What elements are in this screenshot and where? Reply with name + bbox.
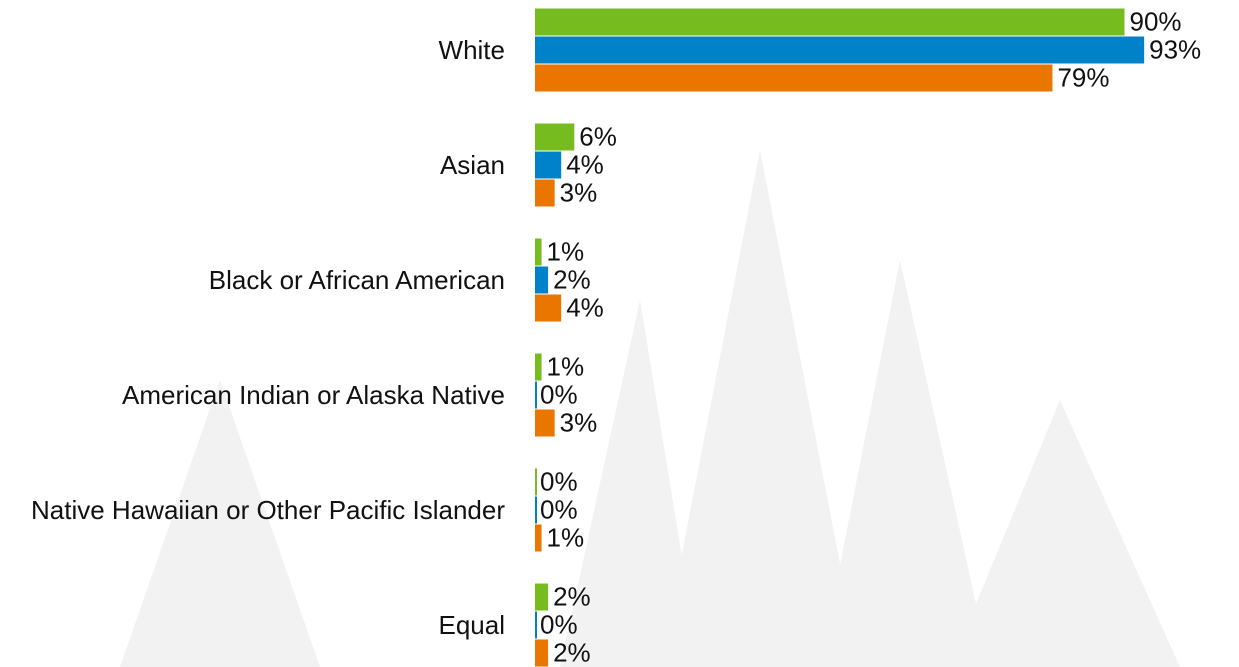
category-label: White xyxy=(439,5,505,95)
category-text: Equal xyxy=(439,610,506,640)
category-label: American Indian or Alaska Native xyxy=(122,350,505,440)
plot-area: 90%93%79%6%4%3%1%2%4%1%0%3%0%0%1%2%0%2% xyxy=(0,0,1239,667)
chart: 90%93%79%6%4%3%1%2%4%1%0%3%0%0%1%2%0%2% … xyxy=(0,0,1239,667)
bar xyxy=(535,525,542,552)
bar xyxy=(535,295,561,322)
bar xyxy=(535,239,542,266)
value-label: 0% xyxy=(540,609,578,639)
value-label: 0% xyxy=(540,466,578,496)
value-label: 2% xyxy=(553,264,591,294)
value-label: 0% xyxy=(540,379,578,409)
category-text: Asian xyxy=(440,150,505,180)
bar xyxy=(535,267,548,294)
category-label: Asian xyxy=(440,120,505,210)
category-text: Black or African American xyxy=(209,265,505,295)
bar xyxy=(535,124,574,151)
bar xyxy=(535,354,542,381)
value-label: 3% xyxy=(560,407,598,437)
value-label: 1% xyxy=(547,236,585,266)
value-label: 6% xyxy=(579,121,617,151)
category-text: Native Hawaiian or Other Pacific Islande… xyxy=(31,495,505,525)
value-label: 2% xyxy=(553,581,591,611)
bar xyxy=(535,65,1052,92)
bar xyxy=(535,640,548,667)
value-label: 1% xyxy=(547,351,585,381)
category-label: Equal xyxy=(439,580,506,667)
bar xyxy=(535,410,555,437)
bar xyxy=(535,9,1125,36)
value-label: 79% xyxy=(1057,62,1109,92)
value-label: 90% xyxy=(1130,6,1182,36)
category-text: White xyxy=(439,35,505,65)
value-label: 4% xyxy=(566,292,604,322)
bar xyxy=(535,37,1144,64)
value-label: 0% xyxy=(540,494,578,524)
value-label: 4% xyxy=(566,149,604,179)
category-label: Black or African American xyxy=(209,235,505,325)
category-text: American Indian or Alaska Native xyxy=(122,380,505,410)
value-label: 2% xyxy=(553,637,591,667)
bar xyxy=(535,152,561,179)
value-label: 93% xyxy=(1149,34,1201,64)
bar xyxy=(535,584,548,611)
value-label: 1% xyxy=(547,522,585,552)
value-label: 3% xyxy=(560,177,598,207)
bar xyxy=(535,180,555,207)
category-label: Native Hawaiian or Other Pacific Islande… xyxy=(31,465,505,555)
